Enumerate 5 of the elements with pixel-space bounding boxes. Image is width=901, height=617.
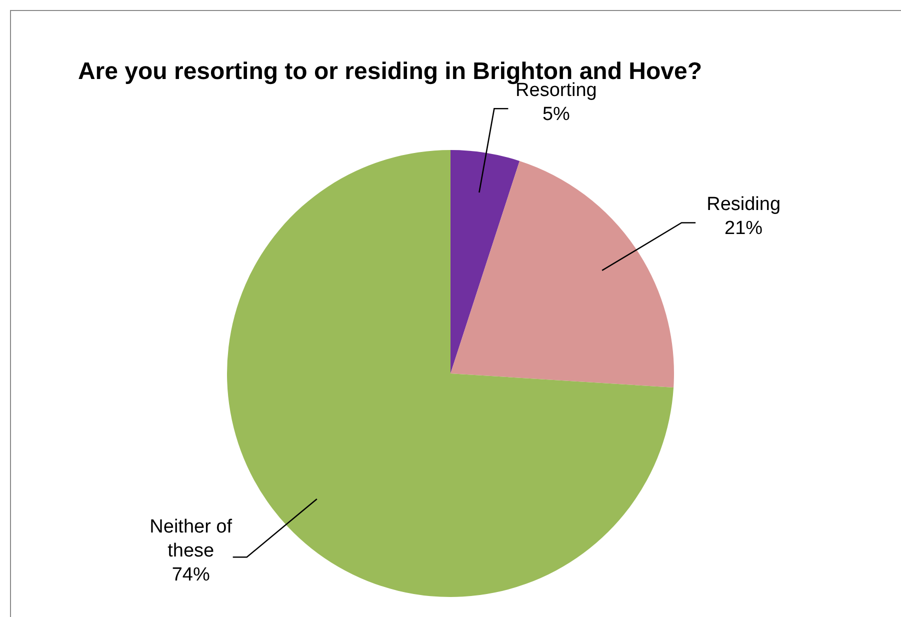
slice-label: Residing bbox=[706, 194, 781, 215]
data-label: 21% bbox=[724, 218, 763, 239]
data-label: 74% bbox=[172, 564, 210, 586]
slice-label: Neither of these bbox=[150, 516, 233, 562]
data-label: 5% bbox=[542, 104, 570, 125]
